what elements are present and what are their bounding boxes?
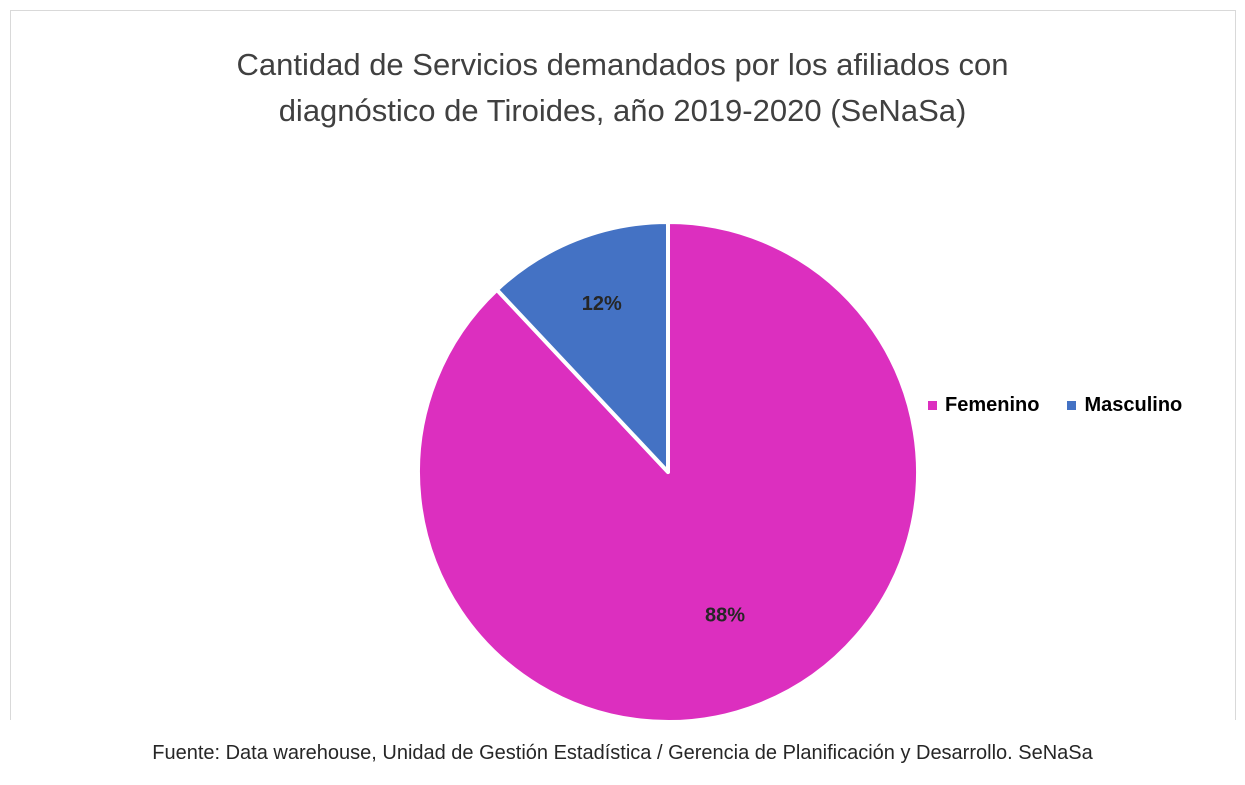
chart-title-line-1: Cantidad de Servicios demandados por los…	[236, 47, 1009, 82]
legend-label-masculino: Masculino	[1084, 394, 1183, 416]
legend: Femenino Masculino	[928, 394, 1182, 417]
legend-item-masculino: Masculino	[1067, 394, 1182, 417]
chart-title: Cantidad de Servicios demandados por los…	[0, 42, 1245, 134]
chart-area	[10, 10, 1236, 720]
legend-swatch-femenino	[928, 401, 937, 410]
legend-label-femenino: Femenino	[945, 394, 1040, 416]
legend-swatch-masculino	[1067, 401, 1077, 410]
pie-slice-masculino	[494, 220, 670, 474]
source-note: Fuente: Data warehouse, Unidad de Gestió…	[152, 742, 1093, 764]
data-label-masculino: 12%	[582, 293, 622, 315]
data-label-femenino: 88%	[705, 604, 745, 626]
legend-item-femenino: Femenino	[928, 394, 1039, 417]
chart-title-line-2: diagnóstico de Tiroides, año 2019-2020 (…	[278, 93, 967, 128]
